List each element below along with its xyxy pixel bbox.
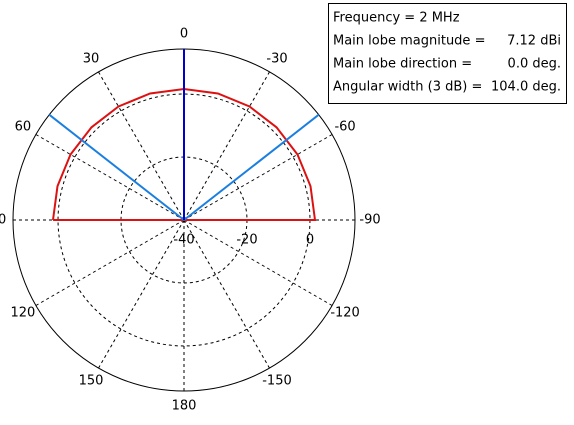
theta-tick-label: 30 (83, 51, 100, 66)
info-label: Main lobe direction = (333, 57, 472, 72)
grid-spoke (183, 219, 270, 369)
theta-tick-label: -120 (330, 306, 360, 321)
grid-spoke (183, 71, 270, 221)
grid-spoke (35, 219, 185, 306)
info-label: Angular width (3 dB) = (333, 80, 482, 95)
theta-tick-label: -90 (359, 213, 380, 228)
beam-line (183, 113, 320, 221)
grid-spoke (98, 219, 185, 369)
theta-tick-label: 150 (79, 374, 104, 389)
theta-tick-label: -150 (262, 374, 292, 389)
info-frame (328, 3, 567, 104)
grid-spoke (35, 134, 185, 221)
r-tick-label: -20 (236, 233, 257, 248)
grid-spoke (98, 71, 185, 221)
info-label: Frequency = 2 MHz (333, 11, 460, 26)
theta-tick-label: 180 (172, 399, 197, 414)
info-value: 104.0 deg. (491, 80, 561, 95)
grid-spoke (183, 219, 333, 306)
theta-tick-label: 60 (15, 120, 32, 135)
theta-tick-label: 120 (11, 306, 36, 321)
grid-spoke (183, 134, 333, 221)
r-tick-label: 0 (306, 233, 314, 248)
theta-tick-label: 90 (0, 213, 6, 228)
beam-line (48, 113, 185, 221)
info-value: 7.12 dBi (507, 34, 561, 49)
theta-tick-label: -60 (334, 120, 355, 135)
pattern-line (52, 87, 317, 221)
theta-tick-label: 0 (180, 27, 188, 42)
info-value: 0.0 deg. (508, 57, 561, 72)
info-box: Frequency = 2 MHz Main lobe magnitude = 7.… (328, 3, 567, 104)
theta-tick-label: -30 (266, 51, 287, 66)
info-label: Main lobe magnitude = (333, 34, 485, 49)
